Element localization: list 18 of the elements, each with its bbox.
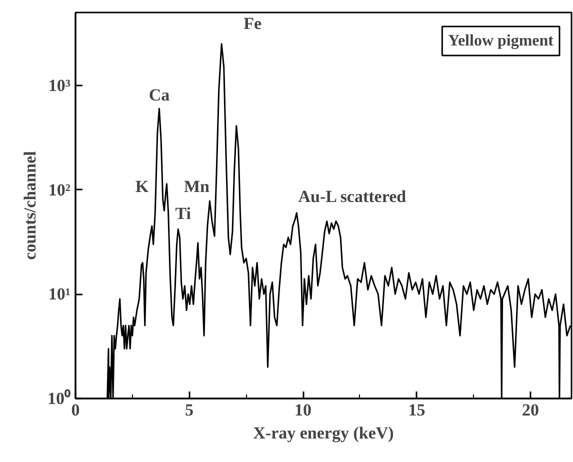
y-tick-label: 10³ (48, 76, 71, 95)
annotation: Ti (175, 204, 192, 224)
y-tick-label: 10² (48, 180, 71, 200)
x-tick-label: 20 (522, 400, 540, 420)
y-tick-label: 10⁰ (48, 389, 70, 408)
y-axis-title: counts/channel (20, 150, 40, 260)
x-tick-label: 10 (294, 400, 312, 420)
x-tick-label: 5 (185, 400, 194, 420)
annotation: Ca (148, 86, 170, 105)
annotation: Mn (184, 177, 210, 196)
x-axis-title: X-ray energy (keV) (253, 424, 394, 442)
annotation: K (135, 176, 150, 196)
x-tick-label: 15 (408, 400, 426, 420)
annotation: Yellow pigment (448, 32, 554, 50)
x-tick-label: 0 (71, 400, 80, 420)
annotation: Fe (244, 14, 262, 33)
y-tick-label: 10¹ (48, 284, 71, 304)
annotation: Au-L scattered (298, 186, 407, 206)
